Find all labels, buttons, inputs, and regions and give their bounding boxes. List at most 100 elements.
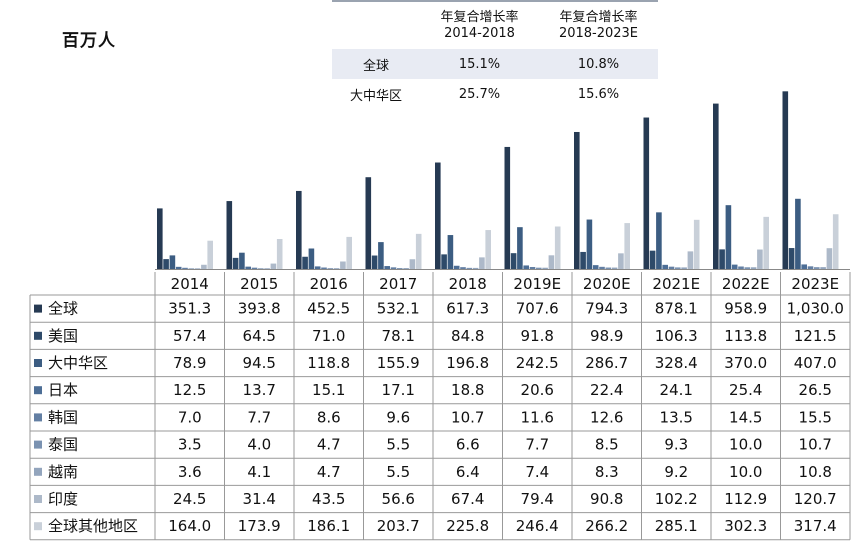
- data-label: 328.4: [655, 354, 698, 372]
- bar-印度-2020E: [618, 253, 624, 269]
- data-label: 15.1: [312, 381, 345, 399]
- data-label: 71.0: [312, 327, 345, 345]
- bar-大中华区-2020E: [586, 219, 593, 269]
- data-label: 20.6: [521, 381, 554, 399]
- bar-全球-2019E: [504, 146, 511, 269]
- data-label: 10.0: [729, 436, 762, 454]
- bar-大中华区-2016: [308, 248, 315, 269]
- data-label: 24.5: [173, 490, 206, 508]
- bar-韩国-2014: [182, 267, 188, 269]
- bar-韩国-2015: [251, 267, 258, 269]
- data-label: 17.1: [382, 381, 415, 399]
- bar-印度-2022E: [757, 249, 763, 269]
- category-label: 2019E: [513, 275, 561, 293]
- series-label: 全球其他地区: [48, 517, 138, 535]
- bar-美国-2018: [441, 254, 447, 269]
- data-label: 4.0: [247, 436, 271, 454]
- data-label: 10.8: [799, 463, 832, 481]
- data-label: 120.7: [794, 490, 837, 508]
- data-label: 56.6: [382, 490, 415, 508]
- bar-韩国-2022E: [738, 266, 744, 269]
- data-label: 13.5: [660, 408, 693, 426]
- bar-大中华区-2015: [239, 252, 245, 269]
- data-label: 196.8: [446, 354, 489, 372]
- data-label: 10.7: [799, 436, 832, 454]
- legend-swatch-泰国: [34, 440, 42, 449]
- series-label: 印度: [48, 490, 78, 508]
- data-label: 98.9: [590, 327, 623, 345]
- bar-大中华区-2018: [447, 235, 454, 269]
- bar-日本-2015: [245, 266, 251, 269]
- data-label: 794.3: [585, 300, 628, 318]
- data-label: 317.4: [794, 517, 837, 535]
- bar-美国-2015: [232, 257, 239, 269]
- bar-印度-2018: [479, 257, 485, 269]
- bar-印度-2015: [270, 263, 277, 269]
- cagr-table: 年复合增长率 2014-2018 年复合增长率 2018-2023E 全球 15…: [332, 0, 658, 109]
- bar-印度-2016: [340, 261, 346, 269]
- data-label: 79.4: [521, 490, 554, 508]
- bar-日本-2019E: [523, 265, 529, 269]
- series-label: 日本: [48, 381, 78, 399]
- data-label: 5.5: [386, 436, 410, 454]
- cagr-row-greater-china: 大中华区 25.7% 15.6%: [332, 79, 658, 109]
- bar-泰国-2020E: [605, 267, 612, 269]
- bar-韩国-2021E: [668, 266, 675, 269]
- data-label: 958.9: [724, 300, 767, 318]
- data-label: 8.6: [317, 408, 341, 426]
- data-label: 26.5: [799, 381, 832, 399]
- category-label: 2022E: [722, 275, 770, 293]
- data-label: 9.2: [664, 463, 688, 481]
- bar-韩国-2019E: [529, 266, 536, 269]
- cagr-header-2018-2023: 年复合增长率 2018-2023E: [558, 9, 639, 41]
- data-label: 9.3: [664, 436, 688, 454]
- bar-美国-2022E: [719, 249, 725, 269]
- data-label: 5.5: [386, 463, 410, 481]
- data-label: 64.5: [243, 327, 276, 345]
- bar-韩国-2017: [390, 267, 397, 269]
- legend-swatch-美国: [34, 331, 42, 340]
- cagr-header-row: 年复合增长率 2014-2018 年复合增长率 2018-2023E: [332, 1, 658, 49]
- bar-大中华区-2023E: [795, 198, 801, 269]
- category-label: 2020E: [583, 275, 631, 293]
- bar-泰国-2023E: [814, 267, 820, 269]
- bar-印度-2021E: [687, 251, 694, 269]
- category-label: 2015: [240, 275, 278, 293]
- bar-全球-2022E: [713, 103, 719, 269]
- bar-美国-2019E: [510, 253, 517, 269]
- data-label: 6.4: [456, 463, 480, 481]
- data-label: 118.8: [307, 354, 350, 372]
- data-label: 113.8: [724, 327, 767, 345]
- data-label: 7.7: [247, 408, 271, 426]
- bar-大中华区-2014: [169, 255, 176, 269]
- category-label: 2016: [310, 275, 348, 293]
- series-label: 泰国: [48, 436, 78, 454]
- data-label: 6.6: [456, 436, 480, 454]
- bar-全球-2020E: [574, 131, 580, 269]
- bar-日本-2022E: [731, 264, 738, 269]
- series-label: 全球: [48, 300, 78, 318]
- bar-日本-2017: [384, 266, 390, 269]
- data-label: 12.5: [173, 381, 206, 399]
- legend-swatch-全球其他地区: [34, 522, 42, 531]
- bar-韩国-2018: [460, 267, 466, 269]
- cagr-cell: 25.7%: [458, 86, 501, 102]
- data-label: 4.7: [317, 463, 341, 481]
- bar-泰国-2016: [327, 268, 334, 269]
- bar-越南-2018: [472, 267, 479, 269]
- bar-全球其他地区-2015: [276, 239, 283, 269]
- category-label: 2017: [379, 275, 417, 293]
- cagr-row-global: 全球 15.1% 10.8%: [332, 49, 658, 79]
- data-label: 15.5: [799, 408, 832, 426]
- data-label: 8.3: [595, 463, 619, 481]
- data-label: 10.0: [729, 463, 762, 481]
- category-label: 2023E: [791, 275, 839, 293]
- data-label: 393.8: [238, 300, 281, 318]
- data-label: 11.6: [521, 408, 554, 426]
- bar-全球-2023E: [782, 91, 789, 269]
- bar-美国-2023E: [788, 248, 795, 269]
- bar-越南-2015: [264, 268, 270, 270]
- bar-泰国-2019E: [536, 267, 542, 269]
- bar-全球-2017: [365, 177, 372, 269]
